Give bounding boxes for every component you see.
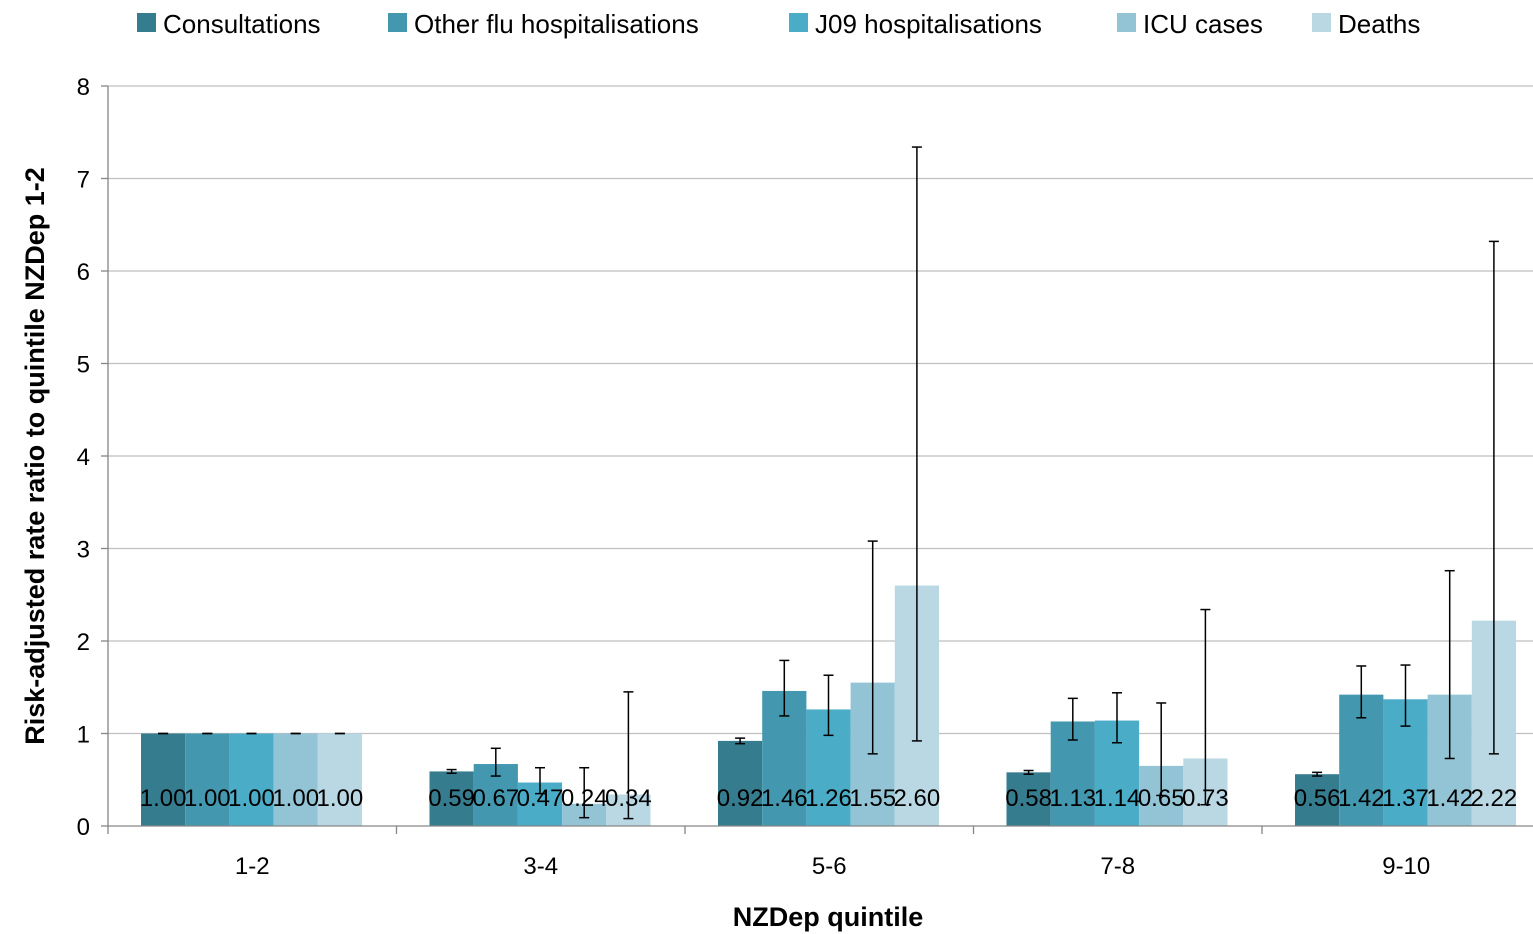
- y-tick-label: 1: [77, 722, 90, 749]
- data-label: 1.42: [1338, 785, 1385, 812]
- data-label: 1.00: [317, 785, 364, 812]
- legend-label: ICU cases: [1143, 9, 1263, 39]
- data-label: 1.46: [761, 785, 808, 812]
- data-label: 0.34: [605, 785, 652, 812]
- y-tick-label: 3: [77, 537, 90, 564]
- x-category-label: 7-8: [1100, 853, 1135, 880]
- data-label: 1.26: [805, 785, 852, 812]
- bar: [141, 733, 186, 826]
- data-label: 1.42: [1426, 785, 1473, 812]
- data-label: 1.13: [1049, 785, 1096, 812]
- y-axis-title: Risk-adjusted rate ratio to quintile NZD…: [20, 167, 50, 745]
- data-label: 1.00: [272, 785, 319, 812]
- data-label: 0.47: [517, 785, 564, 812]
- legend-label: Consultations: [163, 9, 321, 39]
- legend-label: Other flu hospitalisations: [414, 9, 699, 39]
- data-label: 1.55: [849, 785, 896, 812]
- error-bars: [158, 146, 1499, 820]
- data-label: 0.58: [1005, 785, 1052, 812]
- bar: [229, 733, 274, 826]
- legend-swatch: [1312, 13, 1331, 32]
- x-category-label: 3-4: [523, 853, 558, 880]
- bars: [141, 585, 1516, 826]
- data-labels: 1.00 0.59 0.92 0.58 0.56 1.00 0.67 1.46 1.13 1.42…: [140, 785, 1518, 812]
- legend-swatch: [1117, 13, 1136, 32]
- x-category-label: 9-10: [1382, 853, 1430, 880]
- data-label: 0.92: [717, 785, 764, 812]
- y-tick-label: 8: [77, 74, 90, 101]
- y-tick-label: 5: [77, 352, 90, 379]
- data-label: 0.59: [428, 785, 475, 812]
- x-category-label: 5-6: [812, 853, 847, 880]
- legend-swatch: [789, 13, 808, 32]
- data-label: 0.67: [472, 785, 519, 812]
- data-label: 0.73: [1182, 785, 1229, 812]
- data-label: 1.00: [140, 785, 187, 812]
- y-tick-label: 0: [77, 814, 90, 841]
- data-label: 1.00: [184, 785, 231, 812]
- y-tick-label: 7: [77, 167, 90, 194]
- legend-label: J09 hospitalisations: [815, 9, 1042, 39]
- bar: [718, 740, 763, 826]
- data-label: 0.65: [1138, 785, 1185, 812]
- bar: [1295, 774, 1340, 826]
- legend-swatch: [388, 13, 407, 32]
- y-tick-label: 4: [77, 444, 90, 471]
- legend-label: Deaths: [1338, 9, 1420, 39]
- bar: [185, 733, 230, 826]
- gridlines: [108, 85, 1533, 735]
- y-tick-label: 2: [77, 629, 90, 656]
- data-label: 1.37: [1382, 785, 1429, 812]
- data-label: 0.56: [1294, 785, 1341, 812]
- data-label: 0.24: [561, 785, 608, 812]
- axes: 0 1 2 3 4 5 6 7 8 1-2 3-4 5-6 7-8 9-10: [77, 74, 1533, 880]
- bar: [429, 771, 474, 826]
- bar: [317, 733, 362, 826]
- x-axis-title: NZDep quintile: [733, 902, 924, 932]
- x-category-label: 1-2: [235, 853, 270, 880]
- data-label: 2.60: [894, 785, 941, 812]
- data-label: 1.00: [228, 785, 275, 812]
- bar: [273, 733, 318, 826]
- y-tick-label: 6: [77, 259, 90, 286]
- bar: [1006, 772, 1051, 826]
- data-label: 1.14: [1094, 785, 1141, 812]
- legend: Consultations Other flu hospitalisations J…: [137, 9, 1420, 39]
- legend-swatch: [137, 13, 156, 32]
- data-label: 2.22: [1471, 785, 1518, 812]
